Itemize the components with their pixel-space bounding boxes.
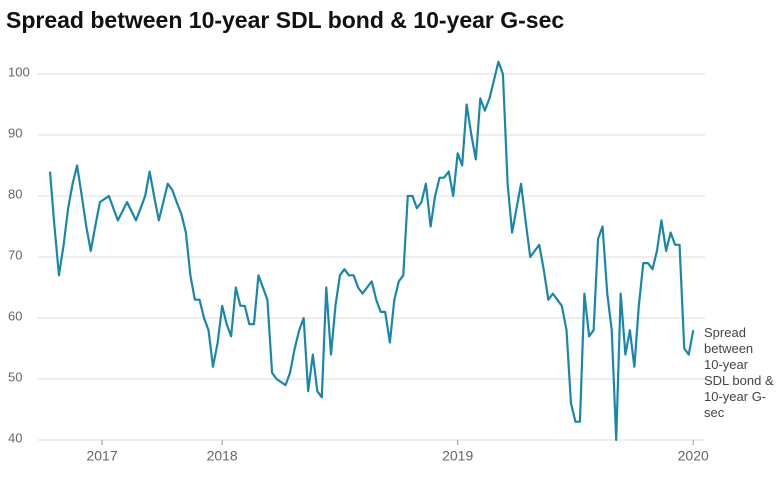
x-tick-label: 2020 <box>678 448 709 464</box>
x-tick-label: 2017 <box>86 448 117 464</box>
chart-title: Spread between 10-year SDL bond & 10-yea… <box>6 7 564 33</box>
y-tick-label: 40 <box>8 430 22 445</box>
series-line <box>48 60 695 442</box>
y-tick-label: 80 <box>8 186 22 201</box>
y-tick-label: 100 <box>8 64 30 79</box>
x-tick-label: 2019 <box>442 448 473 464</box>
y-tick-label: 60 <box>8 308 22 323</box>
y-tick-label: 90 <box>8 125 22 140</box>
y-tick-label: 70 <box>8 247 22 262</box>
x-tick-label: 2018 <box>207 448 238 464</box>
line-label: Spread between 10-year SDL bond & 10-yea… <box>704 325 774 420</box>
y-tick-label: 50 <box>8 369 22 384</box>
